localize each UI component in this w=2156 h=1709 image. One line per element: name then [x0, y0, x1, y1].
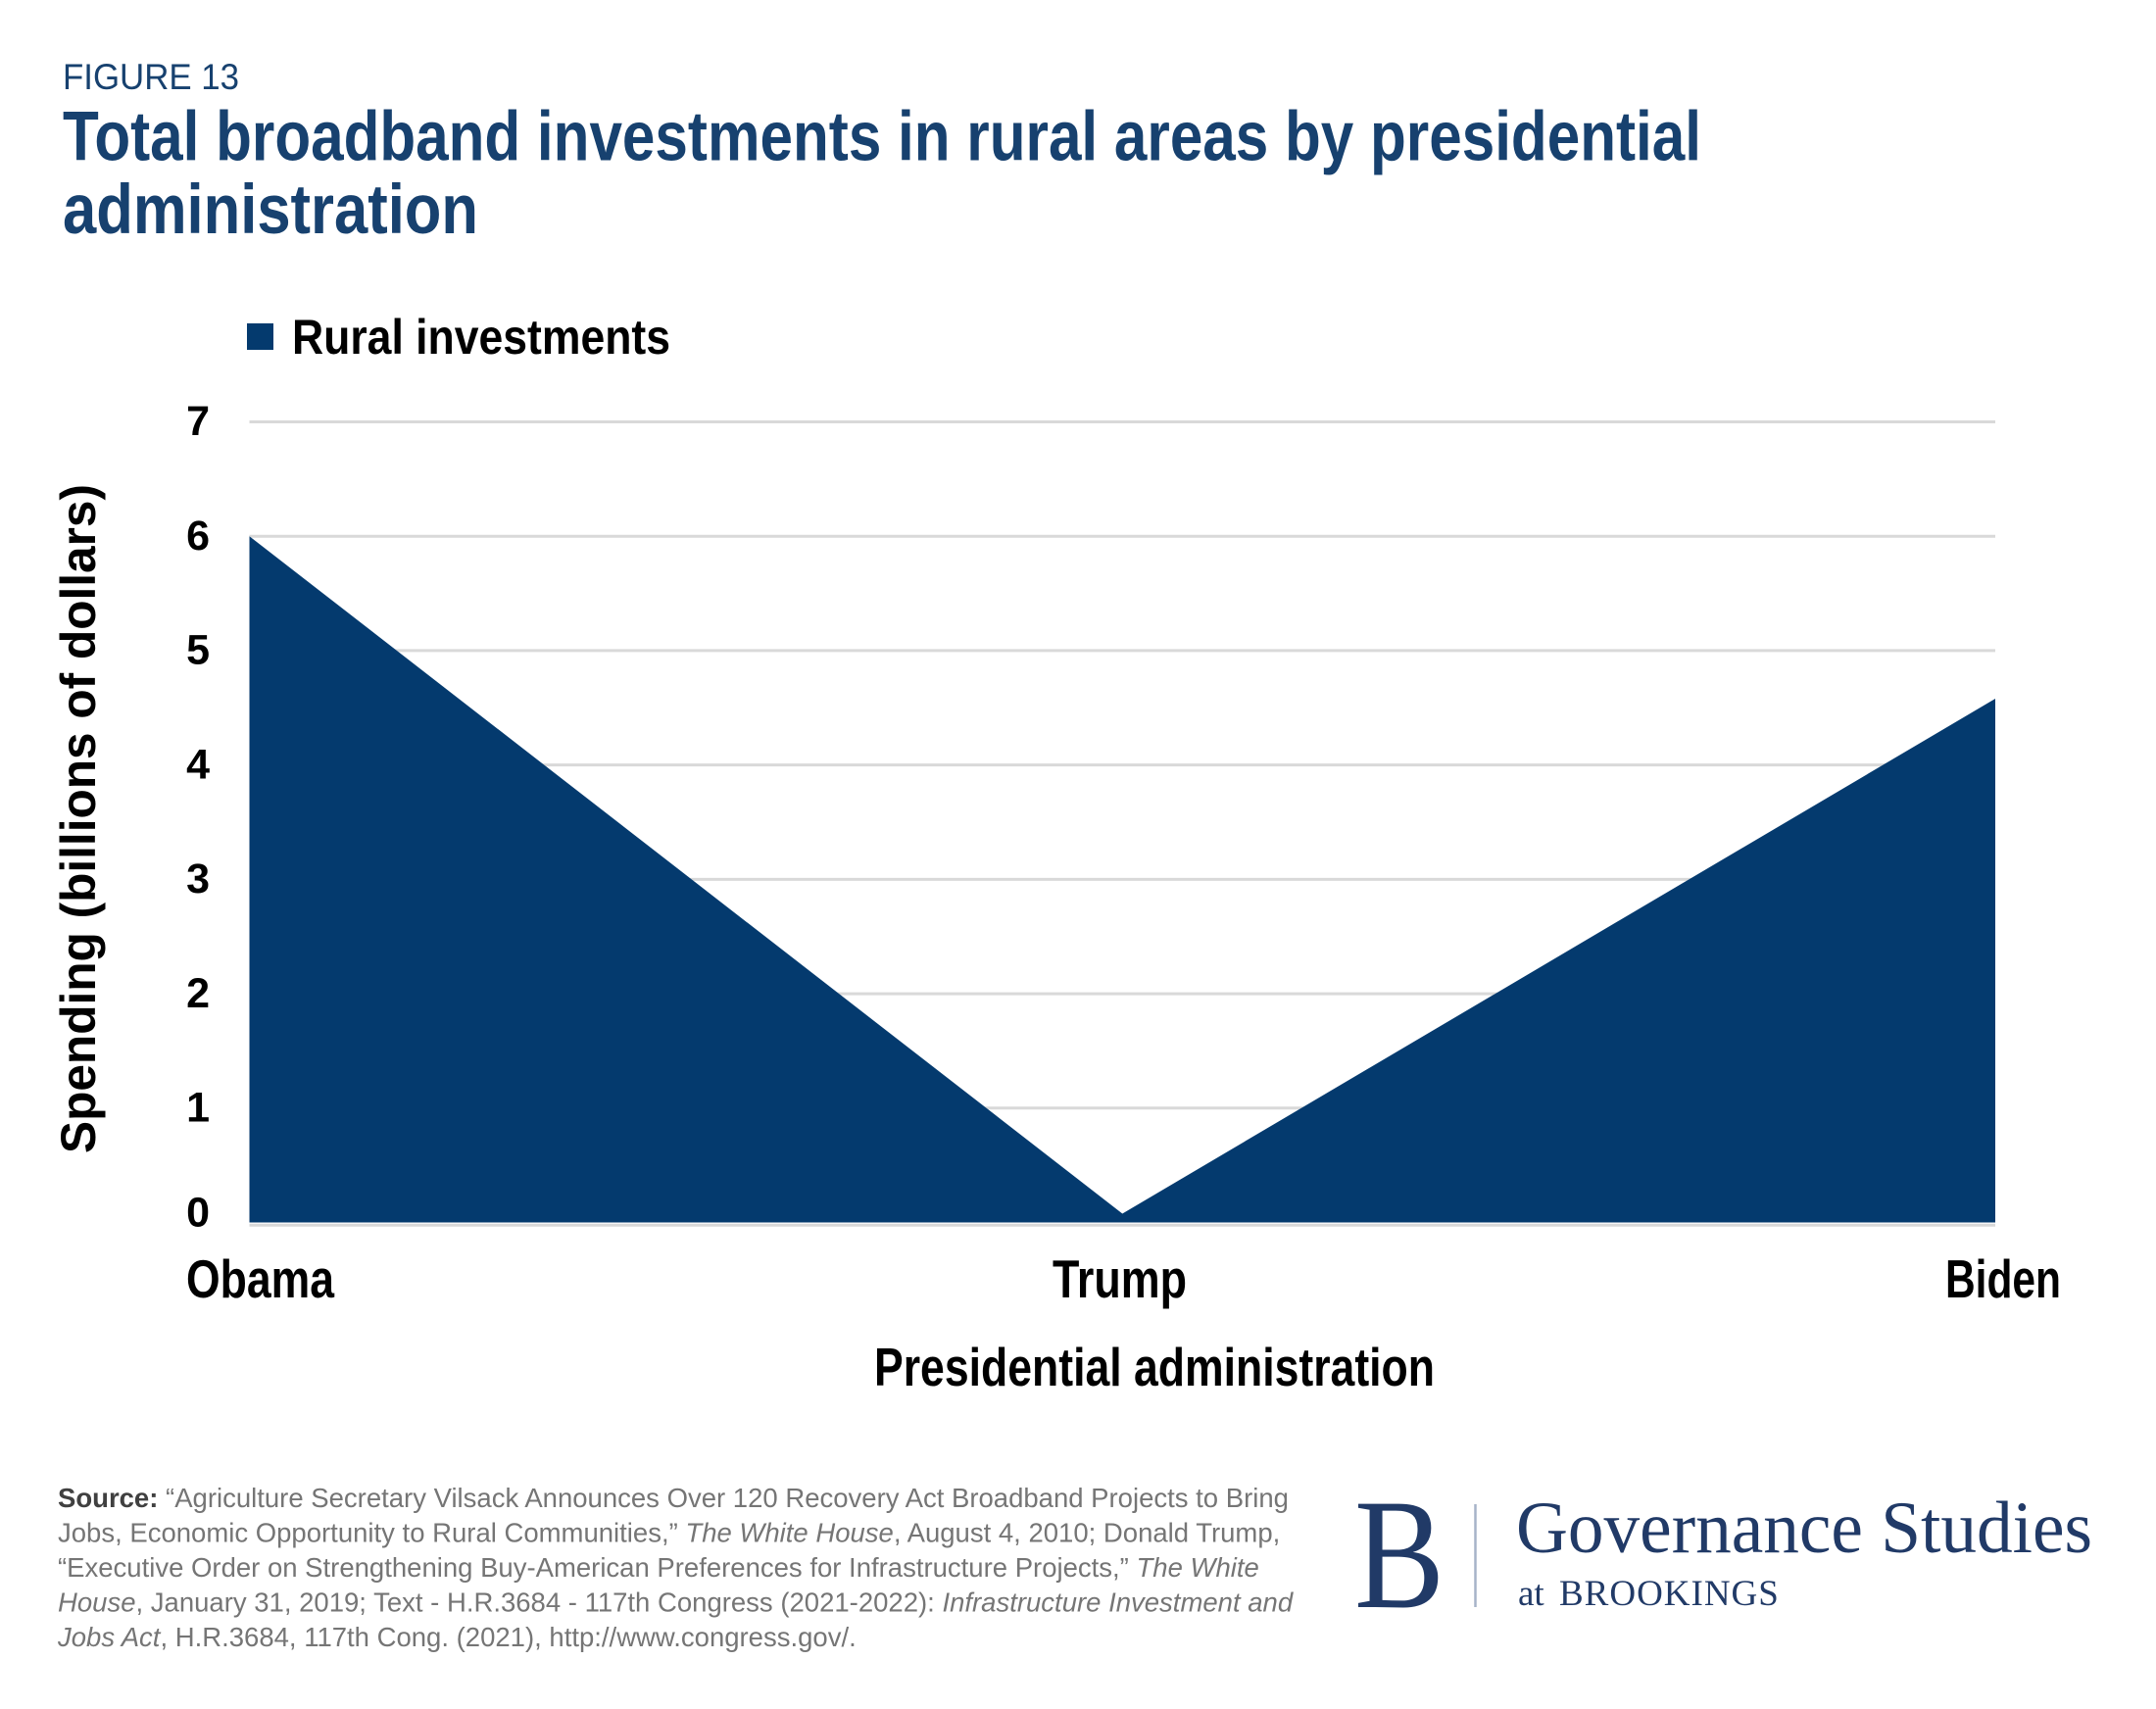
- svg-text:House, January 31, 2019; Text: House, January 31, 2019; Text - H.R.3684…: [58, 1587, 1295, 1618]
- svg-text:6: 6: [186, 513, 210, 560]
- svg-text:Rural investments: Rural investments: [292, 310, 670, 365]
- svg-text:“Executive Order on Strengthen: “Executive Order on Strengthening Buy-Am…: [58, 1552, 1259, 1583]
- svg-text:4: 4: [186, 741, 210, 788]
- svg-text:Jobs, Economic Opportunity to: Jobs, Economic Opportunity to Rural Comm…: [58, 1518, 1280, 1548]
- svg-text:Obama: Obama: [186, 1248, 334, 1309]
- svg-text:Total broadband investments in: Total broadband investments in rural are…: [63, 99, 1701, 176]
- svg-text:Trump: Trump: [1053, 1248, 1187, 1309]
- svg-text:at: at: [1518, 1574, 1544, 1614]
- svg-text:FIGURE 13: FIGURE 13: [63, 57, 239, 97]
- svg-text:Jobs Act, H.R.3684, 117th Cong: Jobs Act, H.R.3684, 117th Cong. (2021), …: [57, 1622, 857, 1652]
- svg-text:Spending (billions of dollars): Spending (billions of dollars): [51, 484, 106, 1153]
- svg-text:Source: “Agriculture Secretary: Source: “Agriculture Secretary Vilsack A…: [58, 1483, 1289, 1513]
- svg-text:Presidential administration: Presidential administration: [874, 1337, 1435, 1397]
- svg-text:BROOKINGS: BROOKINGS: [1559, 1574, 1780, 1614]
- svg-text:3: 3: [186, 855, 210, 903]
- svg-text:Governance Studies: Governance Studies: [1516, 1488, 2092, 1569]
- svg-text:administration: administration: [63, 171, 478, 249]
- svg-text:1: 1: [186, 1085, 210, 1132]
- svg-text:2: 2: [186, 970, 210, 1017]
- svg-text:5: 5: [186, 627, 210, 674]
- svg-text:0: 0: [186, 1190, 210, 1237]
- svg-text:B: B: [1354, 1467, 1445, 1641]
- svg-text:Biden: Biden: [1945, 1248, 2061, 1309]
- svg-text:7: 7: [186, 398, 210, 445]
